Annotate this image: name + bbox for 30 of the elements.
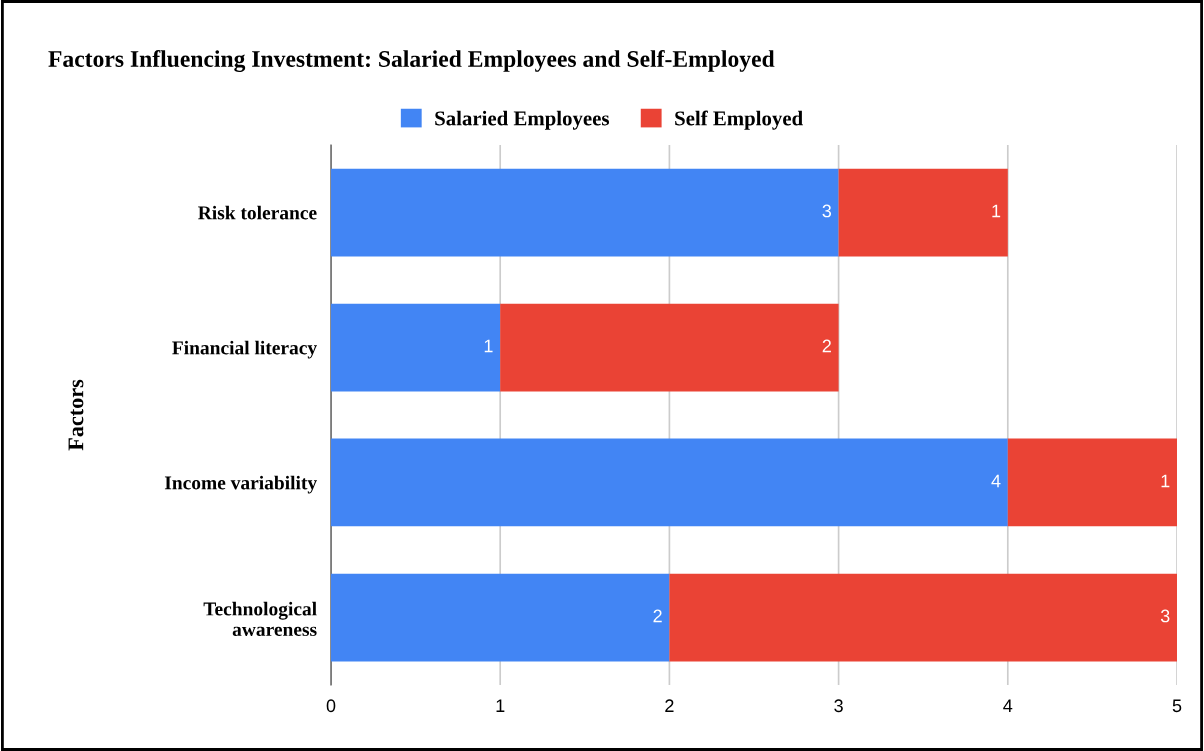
legend-label: Salaried Employees: [435, 110, 610, 130]
y-tick-label: Financial literacy: [172, 340, 317, 359]
bar: [331, 438, 1008, 527]
bar: [331, 303, 501, 392]
y-axis-title: Factors: [68, 379, 84, 451]
data-label: 1: [992, 204, 1001, 218]
y-tick-label: Technological awareness: [203, 601, 317, 637]
bar: [838, 168, 1008, 257]
x-tick-label: 5: [1172, 699, 1182, 713]
y-tick-label: Income variability: [164, 475, 317, 494]
data-label: 3: [1160, 609, 1170, 623]
legend-label: Self Employed: [675, 110, 803, 130]
x-tick-label: 3: [834, 699, 843, 713]
x-tick-label: 1: [496, 699, 505, 712]
x-tick-label: 4: [1003, 699, 1013, 712]
data-label: 2: [822, 339, 831, 353]
data-label: 2: [653, 609, 662, 623]
data-label: 1: [484, 339, 493, 353]
data-label: 1: [1161, 474, 1170, 488]
data-label: 3: [822, 204, 832, 218]
x-tick-label: 2: [665, 699, 674, 712]
chart-title: Factors Influencing Investment: Salaried Employees and Self-Employed: [48, 50, 775, 72]
bar: [500, 303, 839, 392]
data-label: 4: [991, 474, 1001, 488]
bar: [1007, 438, 1177, 527]
x-tick-label: 0: [326, 699, 336, 713]
y-tick-label: Risk tolerance: [198, 205, 317, 220]
bar: [331, 573, 670, 662]
bar: [331, 168, 839, 257]
bar: [669, 573, 1177, 662]
